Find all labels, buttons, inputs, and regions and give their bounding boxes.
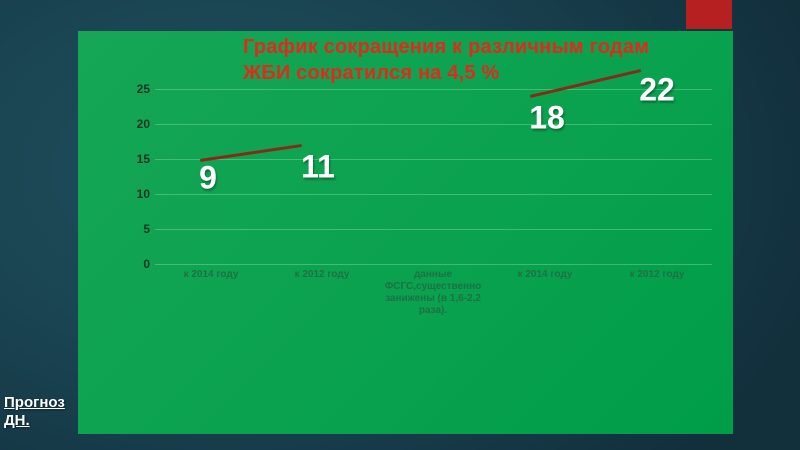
chart-title-line2: ЖБИ сократился на 4,5 %	[243, 62, 500, 84]
gridline-0	[155, 264, 712, 265]
data-label-11: 11	[301, 148, 335, 185]
data-label-9: 9	[199, 159, 217, 196]
chart-panel: График сокращения к различным годам ЖБИ …	[78, 31, 733, 434]
ytick-10: 10	[136, 187, 150, 201]
xtick-category-1: к 2014 году	[183, 269, 239, 280]
gridline-10	[155, 194, 712, 195]
ytick-15: 15	[136, 152, 150, 166]
gridline-15	[155, 159, 712, 160]
chart-title-line1: График сокращения к различным годам	[243, 36, 650, 58]
corner-accent-bar	[686, 0, 732, 29]
xtick-category-5: к 2012 году	[629, 269, 685, 280]
ytick-25: 25	[136, 82, 150, 96]
ytick-20: 20	[136, 117, 150, 131]
gridline-25	[155, 89, 712, 90]
ytick-5: 5	[143, 222, 150, 236]
gridline-20	[155, 124, 712, 125]
data-label-18: 18	[529, 99, 565, 136]
gridline-5	[155, 229, 712, 230]
xtick-category-4: к 2014 году	[517, 269, 573, 280]
xtick-category-2: к 2012 году	[294, 269, 350, 280]
data-label-22: 22	[639, 71, 675, 108]
footer-note-link[interactable]: Прогноз ДН.	[4, 394, 65, 429]
ytick-0: 0	[143, 257, 150, 271]
xtick-category-3: данные ФСГС,существенно занижены (в 1,6-…	[384, 269, 482, 316]
chart-title: График сокращения к различным годам ЖБИ …	[243, 34, 723, 86]
